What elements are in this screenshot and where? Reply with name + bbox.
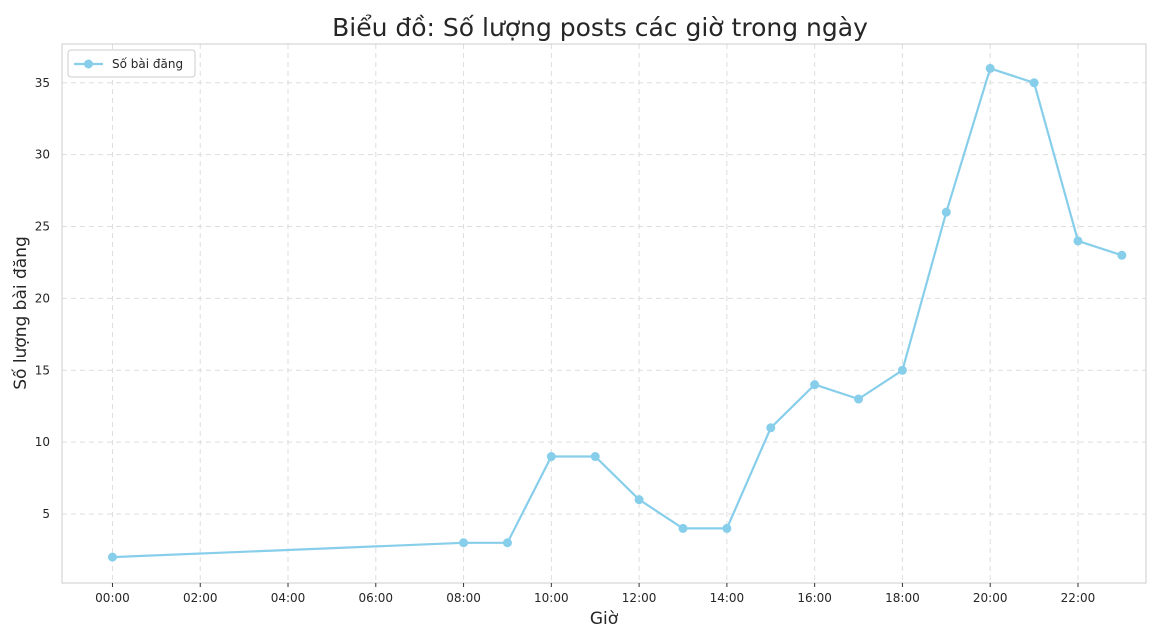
x-axis-ticks: 00:00 02:00 04:00 06:00 08:00 10:00 12:00 14:00… [95, 583, 1095, 605]
legend-marker [84, 59, 93, 69]
x-tick-label: 12:00 [622, 591, 657, 605]
data-point [1117, 250, 1127, 260]
plot-frame [61, 43, 1147, 584]
y-tick-label: 15 [35, 363, 50, 377]
x-axis-label: Giờ [590, 609, 619, 629]
y-tick-label: 25 [35, 220, 50, 234]
grid [62, 44, 1146, 583]
data-point [985, 63, 995, 73]
data-point [1029, 78, 1039, 88]
x-tick-label: 08:00 [446, 591, 481, 605]
x-tick-label: 02:00 [183, 591, 218, 605]
legend-box [67, 49, 196, 78]
series-group [107, 63, 1127, 562]
data-point [546, 452, 556, 462]
y-tick-label: 30 [35, 148, 50, 162]
data-point [590, 452, 600, 462]
x-tick-label: 22:00 [1061, 591, 1096, 605]
data-point [502, 538, 512, 548]
y-tick-label: 10 [35, 435, 50, 449]
data-point [678, 523, 688, 533]
x-tick-label: 20:00 [973, 591, 1008, 605]
data-point [722, 523, 732, 533]
data-point [897, 365, 907, 375]
data-point [634, 495, 644, 505]
x-tick-label: 04:00 [271, 591, 306, 605]
data-point [854, 394, 864, 404]
x-tick-label: 00:00 [95, 591, 130, 605]
x-tick-label: 10:00 [534, 591, 569, 605]
data-point [941, 207, 951, 217]
legend-label: Số bài đăng [112, 57, 183, 71]
chart-title: Biểu đồ: Số lượng posts các giờ trong ng… [332, 13, 868, 42]
data-point [766, 423, 776, 433]
y-tick-label: 20 [35, 291, 50, 305]
y-tick-label: 5 [42, 507, 50, 521]
y-axis-ticks: 5 10 15 20 25 30 35 [35, 76, 50, 521]
series-line [112, 67, 1123, 559]
x-tick-label: 14:00 [710, 591, 745, 605]
data-point [1073, 236, 1083, 246]
data-point [459, 538, 469, 548]
data-point [810, 380, 820, 390]
legend: Số bài đăng [67, 49, 196, 78]
x-tick-label: 18:00 [885, 591, 920, 605]
data-point [107, 552, 117, 562]
x-tick-label: 06:00 [358, 591, 393, 605]
x-tick-label: 16:00 [797, 591, 832, 605]
y-tick-label: 35 [35, 76, 50, 90]
y-axis-label: Số lượng bài đăng [10, 236, 31, 390]
